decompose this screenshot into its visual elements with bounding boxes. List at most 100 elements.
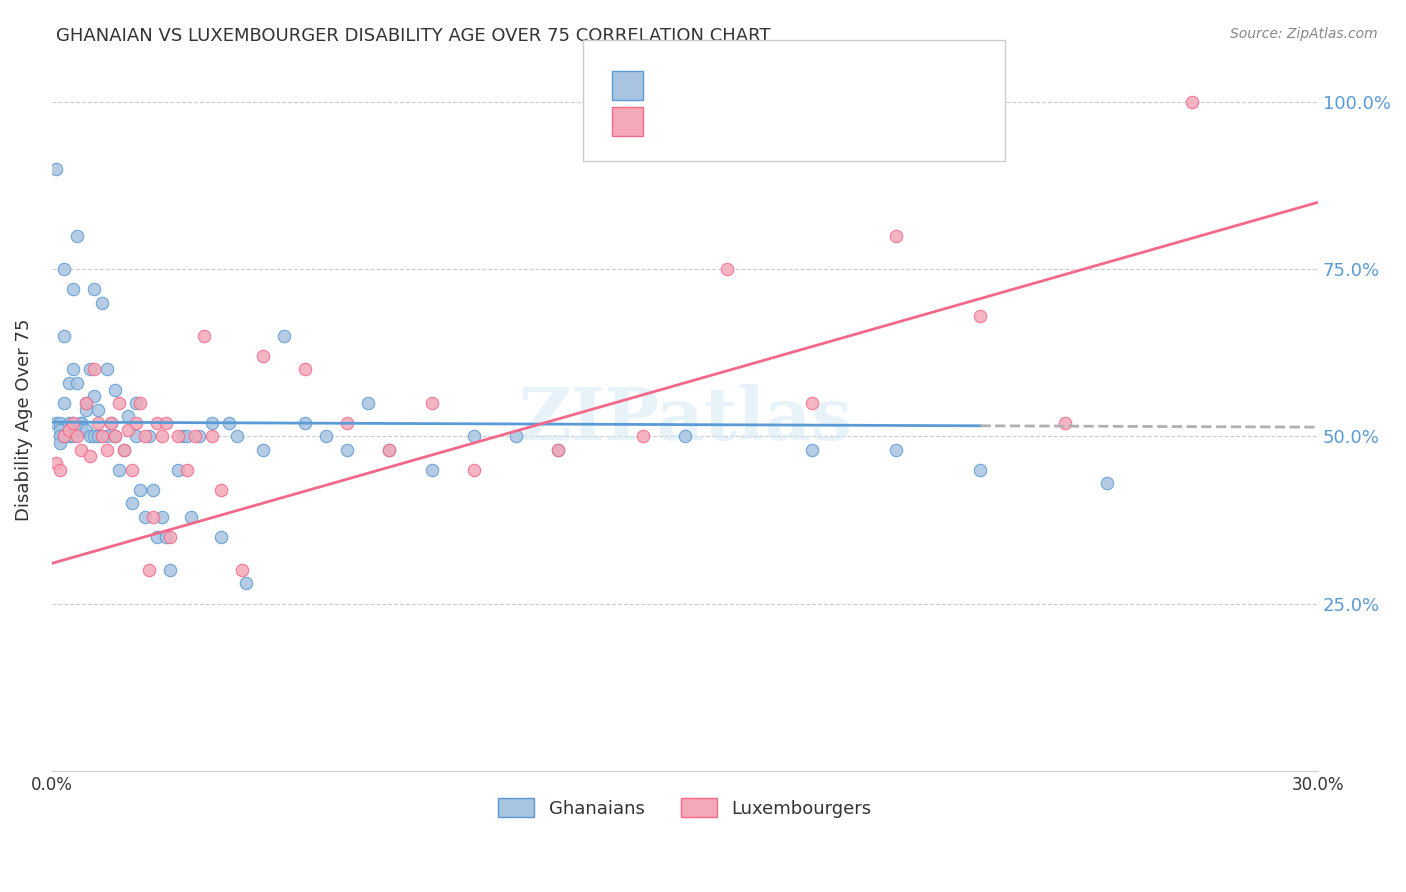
Point [155, 416, 177, 430]
Point [252, 442, 274, 457]
Point [58, 376, 80, 390]
Point [547, 442, 569, 457]
Point [294, 362, 316, 376]
Point [176, 463, 198, 477]
Point [112, 442, 135, 457]
Point [117, 409, 139, 424]
Point [87, 416, 110, 430]
Point [62, 416, 84, 430]
Point [142, 509, 165, 524]
Point [70, 423, 93, 437]
Point [75, 396, 97, 410]
Point [83, 429, 105, 443]
Point [91, 429, 114, 443]
Point [209, 530, 232, 544]
Point [231, 563, 253, 577]
Point [49, 436, 72, 450]
Point [315, 429, 337, 443]
Point [294, 416, 316, 430]
Point [83, 362, 105, 376]
Text: ZIPatlas: ZIPatlas [517, 384, 852, 455]
Point [150, 429, 173, 443]
Point [180, 509, 202, 524]
Point [201, 429, 224, 443]
Point [96, 362, 118, 376]
Point [420, 396, 443, 410]
Point [100, 416, 122, 430]
Point [673, 429, 696, 443]
Point [70, 416, 93, 430]
Point [49, 429, 72, 443]
Point [45, 161, 67, 176]
Point [87, 402, 110, 417]
Point [1053, 416, 1076, 430]
Point [188, 429, 211, 443]
Point [49, 423, 72, 437]
Point [75, 396, 97, 410]
Point [108, 396, 131, 410]
Point [66, 228, 89, 243]
Point [378, 442, 401, 457]
Point [117, 423, 139, 437]
Point [146, 416, 169, 430]
Point [357, 396, 380, 410]
Point [121, 496, 143, 510]
Point [193, 329, 215, 343]
Point [66, 376, 89, 390]
Point [134, 429, 156, 443]
Point [45, 456, 67, 470]
Point [273, 329, 295, 343]
Point [91, 295, 114, 310]
Point [53, 262, 76, 277]
Point [420, 463, 443, 477]
Point [125, 429, 148, 443]
Point [62, 429, 84, 443]
Point [138, 563, 160, 577]
Point [79, 362, 101, 376]
Point [138, 429, 160, 443]
Point [159, 530, 181, 544]
Point [83, 389, 105, 403]
Point [62, 362, 84, 376]
Point [1095, 476, 1118, 491]
Point [336, 416, 359, 430]
Text: R =  0.549   N = 49: R = 0.549 N = 49 [626, 114, 815, 132]
Point [66, 429, 89, 443]
Point [70, 416, 93, 430]
Point [108, 463, 131, 477]
Point [172, 429, 194, 443]
Text: R =  -0.047   N = 81: R = -0.047 N = 81 [626, 80, 825, 98]
Point [121, 463, 143, 477]
Point [969, 463, 991, 477]
Point [800, 442, 823, 457]
Point [129, 396, 152, 410]
Point [1180, 95, 1202, 109]
Point [104, 429, 127, 443]
Point [201, 416, 224, 430]
Text: Source: ZipAtlas.com: Source: ZipAtlas.com [1230, 27, 1378, 41]
Point [66, 423, 89, 437]
Point [142, 483, 165, 497]
Point [184, 429, 207, 443]
Point [505, 429, 527, 443]
Point [463, 463, 485, 477]
Legend: Ghanaians, Luxembourgers: Ghanaians, Luxembourgers [491, 791, 879, 825]
Point [378, 442, 401, 457]
Point [167, 463, 190, 477]
Point [547, 442, 569, 457]
Point [134, 509, 156, 524]
Point [100, 416, 122, 430]
Point [252, 349, 274, 363]
Point [83, 282, 105, 296]
Point [209, 483, 232, 497]
Point [53, 396, 76, 410]
Point [75, 402, 97, 417]
Point [79, 429, 101, 443]
Point [235, 576, 257, 591]
Point [463, 429, 485, 443]
Point [226, 429, 249, 443]
Point [62, 416, 84, 430]
Point [49, 463, 72, 477]
Point [150, 509, 173, 524]
Point [884, 442, 907, 457]
